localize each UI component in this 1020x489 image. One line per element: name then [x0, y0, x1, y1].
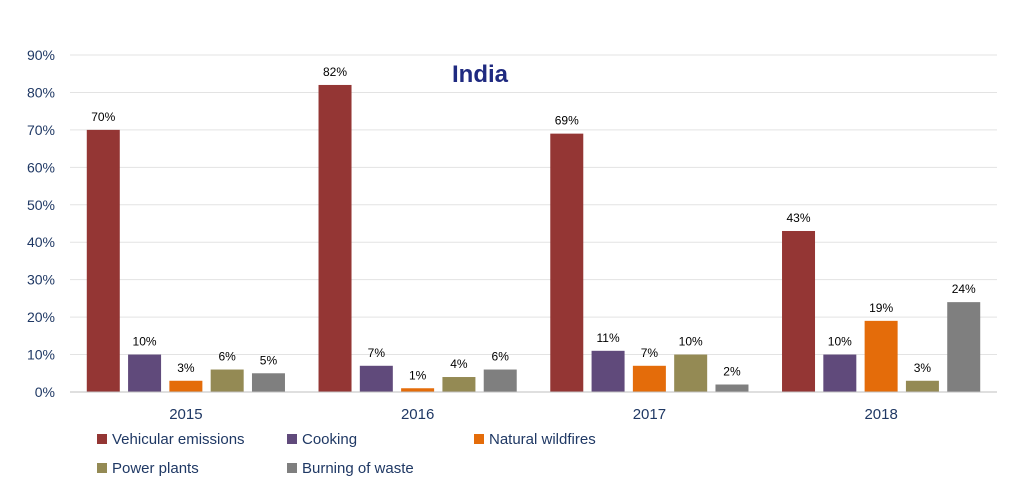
- bar-cooking-2018: [823, 354, 857, 392]
- bar-burning-of-waste-2017: [715, 384, 749, 392]
- data-label: 24%: [952, 282, 976, 296]
- y-tick-label: 10%: [27, 347, 55, 363]
- y-tick-label: 20%: [27, 309, 55, 325]
- y-tick-label: 70%: [27, 122, 55, 138]
- legend-label-cooking: Cooking: [302, 431, 357, 448]
- x-category-label: 2018: [864, 406, 897, 423]
- x-category-label: 2017: [633, 406, 666, 423]
- bar-cooking-2016: [359, 365, 393, 392]
- bar-natural-wildfires-2017: [632, 365, 666, 392]
- data-label: 6%: [492, 350, 510, 364]
- data-label: 4%: [450, 357, 468, 371]
- legend-swatch-power-plants: [97, 463, 107, 473]
- legend-swatch-cooking: [287, 434, 297, 444]
- legend-swatch-burning-of-waste: [287, 463, 297, 473]
- y-axis-tick-labels: 0% 10% 20% 30% 40% 50% 60% 70% 80% 90%: [27, 47, 55, 400]
- bar-burning-of-waste-2016: [483, 369, 517, 392]
- y-tick-label: 0%: [35, 384, 55, 400]
- data-label: 10%: [828, 335, 852, 349]
- data-label: 5%: [260, 353, 278, 367]
- chart-title: India: [452, 61, 509, 88]
- data-label: 70%: [91, 110, 115, 124]
- bar-cooking-2015: [128, 354, 162, 392]
- data-label: 7%: [368, 346, 386, 360]
- legend-label-burning-of-waste: Burning of waste: [302, 460, 414, 477]
- data-label: 1%: [409, 368, 427, 382]
- legend-label-vehicular-emissions: Vehicular emissions: [112, 431, 245, 448]
- bar-cooking-2017: [591, 350, 625, 392]
- legend-label-power-plants: Power plants: [112, 460, 199, 477]
- data-label: 2%: [723, 365, 741, 379]
- data-label: 69%: [555, 114, 579, 128]
- legend: Vehicular emissions Cooking Natural wildfi…: [97, 431, 596, 477]
- data-label: 10%: [679, 335, 703, 349]
- bar-burning-of-waste-2018: [947, 302, 981, 392]
- data-label: 6%: [219, 350, 237, 364]
- data-label: 3%: [177, 361, 195, 375]
- bar-natural-wildfires-2018: [864, 320, 898, 392]
- y-tick-label: 80%: [27, 84, 55, 100]
- y-tick-label: 90%: [27, 47, 55, 63]
- bar-natural-wildfires-2016: [401, 388, 435, 392]
- bar-vehicular-emissions-2016: [318, 84, 352, 392]
- data-label: 82%: [323, 65, 347, 79]
- bar-power-plants-2016: [442, 377, 476, 392]
- data-label: 3%: [914, 361, 932, 375]
- bar-power-plants-2018: [905, 380, 939, 392]
- bar-vehicular-emissions-2015: [86, 129, 120, 392]
- x-category-label: 2016: [401, 406, 434, 423]
- data-label: 11%: [597, 331, 620, 345]
- bars: [86, 84, 981, 392]
- legend-swatch-vehicular-emissions: [97, 434, 107, 444]
- bar-vehicular-emissions-2017: [550, 133, 584, 392]
- data-label: 7%: [641, 346, 659, 360]
- legend-swatch-natural-wildfires: [474, 434, 484, 444]
- x-axis-category-labels: 2015 2016 2017 2018: [169, 406, 898, 423]
- bar-natural-wildfires-2015: [169, 380, 203, 392]
- bar-power-plants-2017: [674, 354, 708, 392]
- bar-vehicular-emissions-2018: [782, 230, 816, 392]
- bar-burning-of-waste-2015: [251, 373, 285, 392]
- y-tick-label: 50%: [27, 197, 55, 213]
- y-tick-label: 60%: [27, 159, 55, 175]
- y-tick-label: 30%: [27, 272, 55, 288]
- legend-label-natural-wildfires: Natural wildfires: [489, 431, 596, 448]
- x-category-label: 2015: [169, 406, 202, 423]
- data-label: 19%: [869, 301, 893, 315]
- gridlines: [70, 54, 997, 356]
- data-label: 10%: [133, 335, 157, 349]
- bar-power-plants-2015: [210, 369, 244, 392]
- data-label: 43%: [787, 211, 811, 225]
- data-labels: 70% 10% 3% 6% 5% 82% 7% 1% 4% 6% 69% 11% 7% 10% 2% 43% 1…: [91, 65, 976, 382]
- y-tick-label: 40%: [27, 234, 55, 250]
